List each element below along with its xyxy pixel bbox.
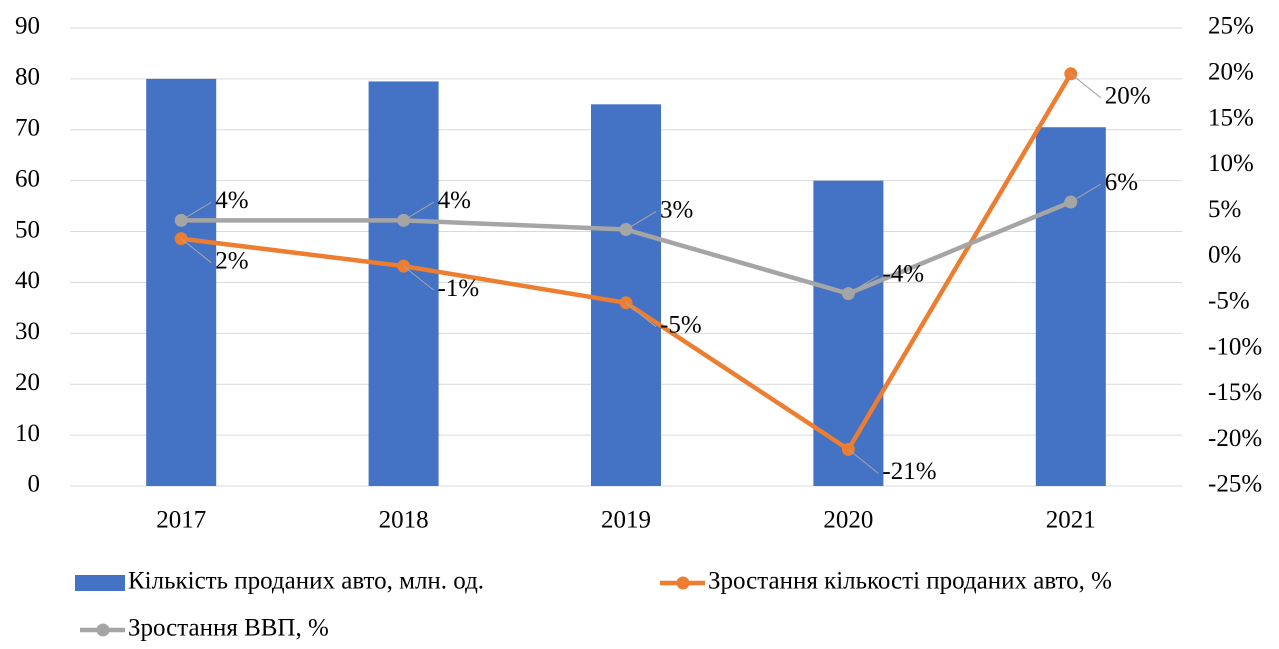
legend-label: Зростання ВВП, %	[128, 615, 329, 642]
y-tick-label: 30	[15, 318, 40, 345]
y2-tick-label: -15%	[1208, 379, 1262, 406]
y2-tick-label: 20%	[1208, 59, 1254, 86]
legend-marker	[676, 576, 690, 590]
data-label: -4%	[882, 260, 924, 287]
leader-line	[625, 211, 657, 230]
y-tick-label: 70	[15, 115, 40, 142]
y-tick-label: 20	[15, 369, 40, 396]
legend-label: Зростання кількості проданих авто, %	[708, 568, 1112, 595]
y-tick-label: 90	[15, 13, 40, 40]
y2-tick-label: -5%	[1208, 288, 1250, 315]
leader-line	[1070, 183, 1102, 203]
data-label: -1%	[438, 275, 480, 302]
bar	[146, 78, 217, 486]
leader-line	[180, 201, 212, 221]
leader-line	[180, 238, 212, 264]
data-label: 3%	[660, 196, 693, 223]
legend-label: Кількість проданих авто, млн. од.	[128, 568, 484, 595]
bar	[368, 81, 439, 486]
y-tick-label: 50	[15, 216, 40, 243]
y-tick-label: 80	[15, 64, 40, 91]
leader-line	[1070, 73, 1102, 99]
bar	[1035, 127, 1106, 486]
y-tick-label: 0	[28, 471, 41, 498]
y2-tick-label: 25%	[1208, 13, 1254, 40]
data-label: -21%	[882, 458, 936, 485]
y2-tick-label: 10%	[1208, 150, 1254, 177]
y-tick-label: 40	[15, 267, 40, 294]
x-tick-label: 2020	[823, 507, 873, 534]
x-tick-label: 2021	[1046, 507, 1096, 534]
y-tick-label: 10	[15, 420, 40, 447]
legend-marker	[96, 623, 110, 637]
data-label: 20%	[1105, 83, 1151, 110]
leader-line	[403, 201, 434, 221]
bar	[813, 180, 884, 486]
data-label: -5%	[660, 312, 702, 339]
data-label: 2%	[215, 247, 248, 274]
leader-line	[848, 448, 879, 474]
leader-line	[848, 275, 879, 295]
data-label: 6%	[1105, 169, 1138, 196]
y2-tick-label: 5%	[1208, 196, 1241, 223]
x-tick-label: 2017	[156, 507, 206, 534]
data-label: 4%	[215, 187, 248, 214]
y2-tick-label: -20%	[1208, 425, 1262, 452]
y2-tick-label: -10%	[1208, 333, 1262, 360]
legend-swatch	[75, 575, 125, 591]
bar	[591, 104, 661, 486]
y2-tick-label: -25%	[1208, 471, 1262, 498]
y2-tick-label: 0%	[1208, 242, 1241, 269]
data-label: 4%	[438, 187, 471, 214]
leader-line	[625, 302, 657, 328]
x-tick-label: 2018	[379, 507, 429, 534]
leader-line	[403, 265, 434, 291]
x-tick-label: 2019	[601, 507, 651, 534]
y-tick-label: 60	[15, 165, 40, 192]
y2-tick-label: 15%	[1208, 104, 1254, 131]
